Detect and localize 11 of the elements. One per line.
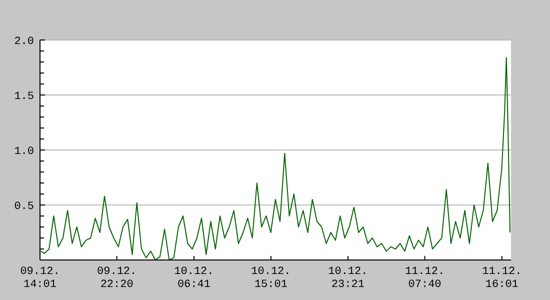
x-tick-label: 10.12. 06:41 [174, 266, 214, 291]
x-tick-label: 10.12. 23:21 [328, 266, 368, 291]
y-tick-label: 1.5 [14, 90, 34, 103]
y-tick-label: 1.0 [14, 146, 34, 158]
x-tick-label: 11.12. 07:40 [404, 266, 445, 291]
x-tick-label: 09.12. 14:01 [20, 266, 60, 291]
x-tick-label: 09.12. 22:20 [97, 266, 137, 291]
x-tick-label: 10.12. 15:01 [251, 266, 291, 291]
y-tick-label: 2.0 [14, 36, 34, 48]
x-tick-label: 11.12. 16:01 [482, 266, 522, 291]
y-tick-label: 0.5 [14, 200, 34, 213]
